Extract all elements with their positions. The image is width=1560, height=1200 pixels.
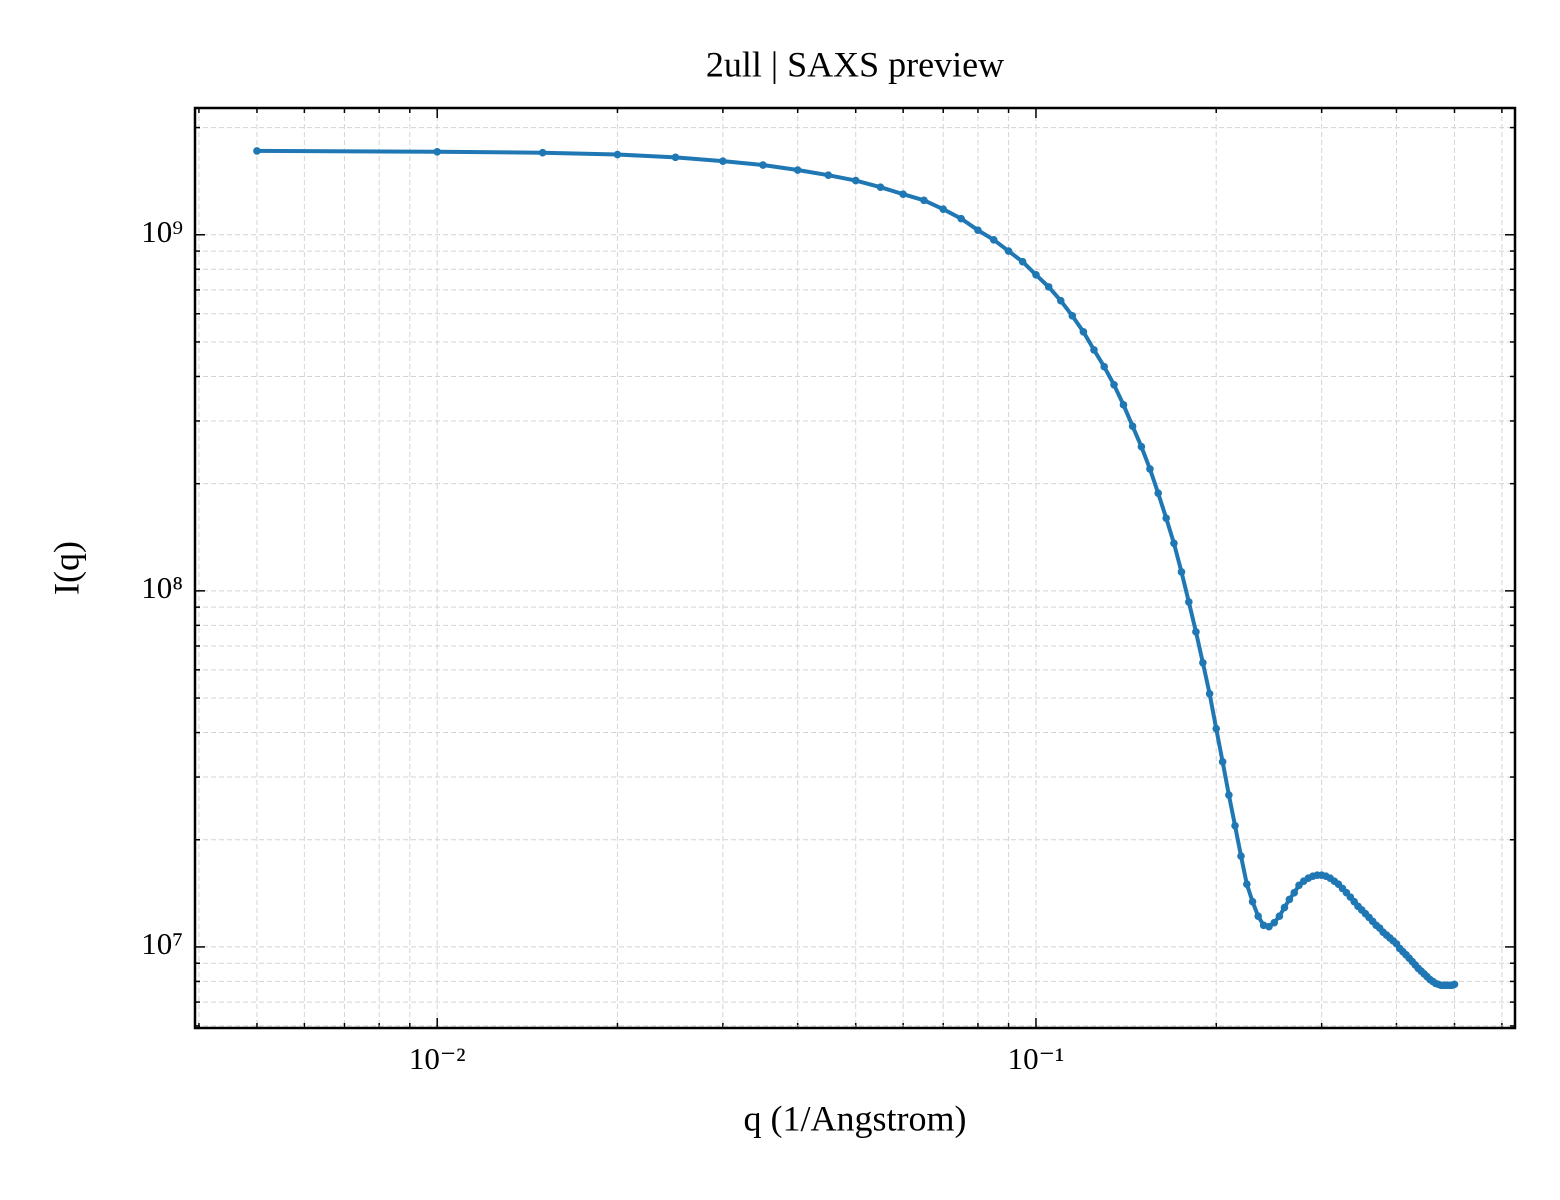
data-point bbox=[1205, 689, 1214, 698]
data-point bbox=[1199, 658, 1207, 667]
data-point bbox=[920, 196, 928, 205]
data-point bbox=[1237, 852, 1245, 860]
data-point bbox=[1100, 362, 1108, 371]
data-point bbox=[793, 166, 802, 174]
data-point bbox=[851, 176, 860, 185]
data-point bbox=[989, 236, 998, 244]
data-point bbox=[1192, 628, 1200, 636]
data-point bbox=[1212, 724, 1221, 733]
y-tick-label: 10⁹ bbox=[141, 214, 183, 249]
data-point bbox=[1090, 346, 1098, 354]
data-point bbox=[1290, 888, 1299, 897]
data-point bbox=[1225, 791, 1233, 799]
data-point bbox=[759, 161, 767, 169]
data-point bbox=[1231, 821, 1239, 830]
x-axis-label: q (1/Angstrom) bbox=[744, 1098, 967, 1138]
y-axis-label: I(q) bbox=[46, 541, 86, 595]
data-point bbox=[1170, 539, 1178, 548]
data-point bbox=[939, 205, 948, 213]
data-point bbox=[538, 148, 547, 157]
data-point bbox=[671, 153, 680, 162]
data-point bbox=[719, 157, 727, 165]
data-point bbox=[1068, 312, 1077, 320]
data-point bbox=[1275, 912, 1284, 920]
data-point bbox=[1154, 489, 1162, 498]
data-point bbox=[1018, 257, 1027, 266]
x-tick-label: 10⁻¹ bbox=[1008, 1041, 1065, 1076]
data-point bbox=[957, 214, 965, 223]
data-point bbox=[1044, 283, 1053, 291]
y-tick-label: 10⁸ bbox=[141, 570, 183, 605]
y-tick-label: 10⁷ bbox=[141, 926, 183, 961]
data-point bbox=[1265, 922, 1273, 931]
data-point bbox=[1032, 270, 1040, 279]
data-point bbox=[1248, 897, 1257, 906]
x-tick-label: 10⁻² bbox=[409, 1041, 466, 1076]
data-point bbox=[1218, 758, 1227, 766]
data-point bbox=[1280, 903, 1289, 912]
data-point bbox=[876, 183, 885, 192]
data-point bbox=[613, 150, 622, 159]
plot-frame bbox=[193, 106, 1517, 1030]
data-point bbox=[1243, 880, 1251, 889]
data-point bbox=[1004, 247, 1013, 255]
data-point bbox=[1270, 918, 1279, 927]
data-point bbox=[1177, 568, 1186, 576]
data-point bbox=[1137, 442, 1146, 451]
data-point bbox=[1079, 327, 1088, 336]
data-point bbox=[1162, 514, 1170, 522]
data-point bbox=[974, 226, 982, 235]
data-point bbox=[899, 190, 907, 199]
data-point bbox=[1128, 422, 1137, 431]
data-point bbox=[253, 147, 261, 155]
data-point bbox=[1110, 381, 1118, 389]
data-point bbox=[824, 171, 833, 179]
chart-title: 2ull | SAXS preview bbox=[706, 44, 1004, 84]
data-point bbox=[1254, 912, 1262, 920]
data-point bbox=[1450, 980, 1459, 989]
data-point bbox=[1056, 296, 1065, 305]
data-point bbox=[433, 148, 442, 156]
data-point bbox=[1119, 401, 1128, 409]
data-point bbox=[1285, 895, 1294, 904]
data-point bbox=[1185, 598, 1193, 606]
data-point bbox=[1146, 465, 1154, 473]
